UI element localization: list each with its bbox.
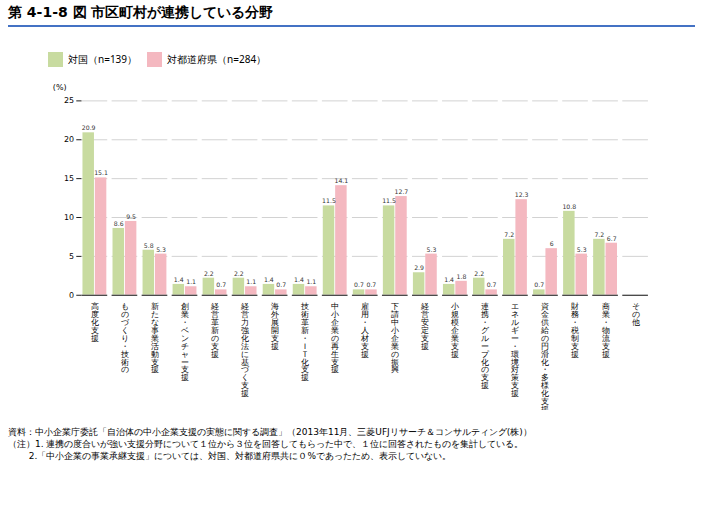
svg-text:1.1: 1.1 (306, 278, 316, 285)
html-text:（注）1. 連携の度合いが強い支援分野について１位から３位を: （注）1. 連携の度合いが強い支援分野について１位から３位を回答してもらった中で… (8, 438, 524, 449)
svg-text:2.2: 2.2 (204, 270, 214, 277)
svg-text:9.5: 9.5 (126, 213, 136, 220)
svg-text:技術革新・ＩＴ化支援: 技術革新・ＩＴ化支援 (300, 302, 309, 383)
svg-text:12.7: 12.7 (395, 188, 409, 195)
svg-text:11.5: 11.5 (382, 197, 396, 204)
html-text:資料：中小企業庁委託「自治体の中小企業支援の実態に関する調査: 資料：中小企業庁委託「自治体の中小企業支援の実態に関する調査」（2013年11月… (8, 426, 532, 437)
svg-text:1.1: 1.1 (186, 278, 196, 285)
svg-text:海外展開支援: 海外展開支援 (271, 302, 279, 351)
svg-text:7.2: 7.2 (504, 231, 514, 238)
svg-text:5.3: 5.3 (427, 246, 437, 253)
html-text:対都道府県（n=284）: 対都道府県（n=284） (167, 52, 267, 66)
svg-text:高度化支援: 高度化支援 (91, 302, 99, 343)
svg-text:2.9: 2.9 (414, 264, 424, 271)
svg-text:経営革新の支援: 経営革新の支援 (210, 302, 219, 359)
svg-text:5.8: 5.8 (144, 242, 154, 249)
svg-text:10: 10 (64, 213, 74, 222)
svg-text:14.1: 14.1 (334, 177, 348, 184)
svg-text:新たな事業活動支援: 新たな事業活動支援 (151, 302, 159, 375)
svg-text:0: 0 (69, 291, 74, 300)
svg-text:5: 5 (69, 252, 74, 261)
svg-text:その他: その他 (632, 302, 640, 327)
html-text:2.「中小企業の事業承継支援」については、対国、対都道府県共: 2.「中小企業の事業承継支援」については、対国、対都道府県共に０%であったため、… (8, 450, 451, 461)
svg-text:下請中小企業の振興: 下請中小企業の振興 (391, 302, 399, 375)
svg-text:ものづくり・技術の: ものづくり・技術の (120, 302, 130, 375)
svg-text:1.4: 1.4 (264, 276, 274, 283)
svg-text:0.7: 0.7 (487, 281, 497, 288)
svg-text:経営力強化法に基づく支援: 経営力強化法に基づく支援 (240, 302, 250, 398)
svg-text:0.7: 0.7 (534, 281, 544, 288)
svg-text:0.7: 0.7 (366, 281, 376, 288)
svg-text:11.5: 11.5 (322, 197, 336, 204)
html-text:第 4-1-8 図 市区町村が連携している分野: 第 4-1-8 図 市区町村が連携している分野 (8, 4, 274, 20)
svg-text:1.4: 1.4 (294, 276, 304, 283)
svg-text:7.2: 7.2 (594, 231, 604, 238)
svg-text:8.6: 8.6 (114, 220, 124, 227)
svg-text:中小企業の再生支援: 中小企業の再生支援 (331, 302, 339, 375)
svg-text:小規模企業支援: 小規模企業支援 (451, 302, 459, 359)
svg-text:2.2: 2.2 (474, 270, 484, 277)
svg-text:創業・ベンチャー支援: 創業・ベンチャー支援 (181, 302, 189, 383)
svg-text:連携・グループ化の支援: 連携・グループ化の支援 (481, 302, 490, 391)
svg-text:2.2: 2.2 (234, 270, 244, 277)
svg-text:資金供給の円滑化・多様化支援: 資金供給の円滑化・多様化支援 (540, 302, 549, 410)
svg-text:(%): (%) (53, 83, 67, 92)
svg-text:20.9: 20.9 (82, 124, 96, 131)
svg-text:6.7: 6.7 (607, 235, 617, 242)
svg-text:15: 15 (64, 174, 74, 183)
svg-text:20: 20 (64, 135, 74, 144)
svg-text:5.3: 5.3 (156, 246, 166, 253)
svg-text:12.3: 12.3 (515, 191, 529, 198)
svg-text:商業・物流支援: 商業・物流支援 (602, 302, 610, 359)
svg-text:1.4: 1.4 (444, 276, 454, 283)
svg-text:25: 25 (64, 96, 74, 105)
svg-text:15.1: 15.1 (94, 169, 108, 176)
svg-text:5.3: 5.3 (577, 246, 587, 253)
svg-text:10.8: 10.8 (562, 203, 576, 210)
svg-text:1.1: 1.1 (246, 278, 256, 285)
svg-text:1.4: 1.4 (174, 276, 184, 283)
svg-text:0.7: 0.7 (354, 281, 364, 288)
svg-text:財務・税制支援: 財務・税制支援 (571, 302, 579, 359)
svg-text:雇用・人材支援: 雇用・人材支援 (360, 302, 369, 359)
svg-text:0.7: 0.7 (216, 281, 226, 288)
svg-text:1.8: 1.8 (457, 273, 467, 280)
svg-text:エネルギー・環境対策支援: エネルギー・環境対策支援 (510, 302, 519, 398)
svg-text:6: 6 (550, 240, 554, 247)
svg-text:経営安定支援: 経営安定支援 (420, 302, 429, 351)
html-text:対国（n=139）: 対国（n=139） (68, 52, 138, 66)
svg-text:0.7: 0.7 (276, 281, 286, 288)
